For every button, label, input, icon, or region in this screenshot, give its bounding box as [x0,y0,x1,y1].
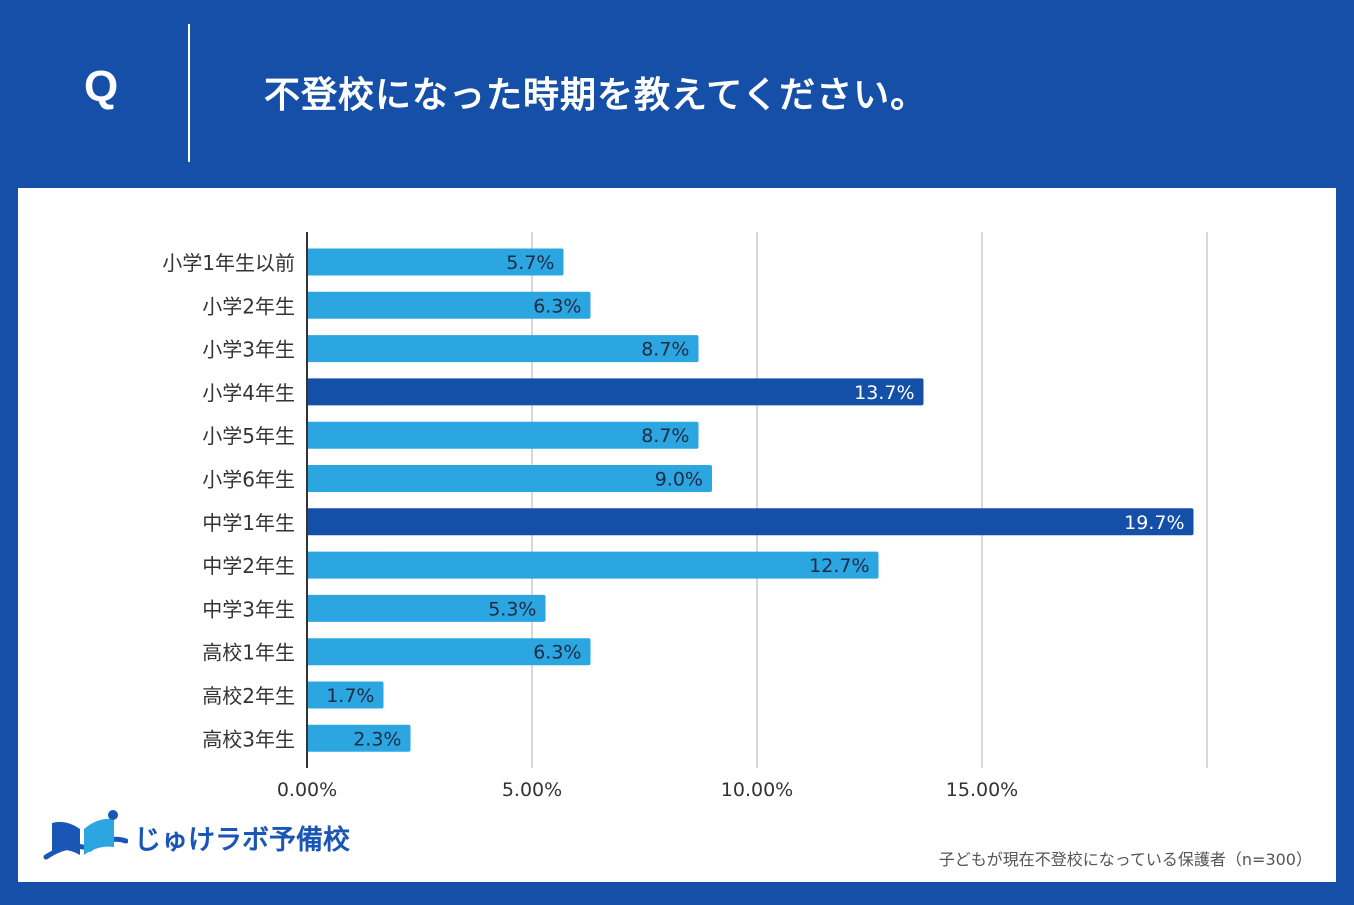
x-tick-label: 10.00% [721,779,793,801]
bar [307,724,411,752]
category-label: 小学1年生以前 [162,251,295,275]
bar-value-label: 2.3% [353,728,401,750]
category-label: 小学5年生 [202,424,295,448]
category-label: 高校1年生 [202,641,295,665]
category-label: 中学3年生 [202,597,295,621]
bar-value-label: 19.7% [1124,512,1184,534]
bar-value-label: 6.3% [533,295,581,317]
category-label: 高校3年生 [202,727,295,751]
bar-value-label: 6.3% [533,642,581,664]
question-title: 不登校になった時期を教えてください。 [264,75,928,116]
x-tick-label: 5.00% [502,779,562,801]
category-label: 小学2年生 [202,294,295,318]
question-label: Q [84,62,119,111]
bar-value-label: 1.7% [326,685,374,707]
brand-name: じゅけラボ予備校 [134,824,350,856]
bar-value-label: 9.0% [655,469,703,491]
open-book-icon [43,810,128,860]
x-tick-label: 15.00% [946,779,1018,801]
bar-value-label: 5.3% [488,598,536,620]
bar [307,421,699,449]
bar [307,291,591,319]
bar [307,681,384,709]
bar-value-label: 8.7% [641,339,689,361]
bar [307,638,591,666]
bar [307,594,546,622]
x-tick-label: 0.00% [277,779,337,801]
bar-value-label: 5.7% [506,252,554,274]
bar [307,248,564,276]
bar-chart: 5.7% 小学1年生以前 6.3% 小学2年生 8.7% 小学3年生 13.7% 小学4年生 8… [162,232,1208,801]
category-label: 中学1年生 [202,511,295,535]
bar [307,465,712,492]
bar-value-label: 8.7% [641,425,689,447]
header-divider [188,24,190,162]
category-label: 小学6年生 [202,468,295,492]
bar [307,551,879,579]
brand-logo: じゅけラボ予備校 [40,807,350,867]
bar [307,378,924,406]
bar [307,335,699,363]
category-label: 中学2年生 [202,554,295,578]
bar-value-label: 13.7% [854,382,914,404]
category-label: 小学4年生 [202,381,295,405]
bar [307,508,1194,536]
sample-footnote: 子どもが現在不登校になっている保護者（n=300） [938,850,1312,869]
bar-value-label: 12.7% [809,555,869,577]
chart-panel: 5.7% 小学1年生以前 6.3% 小学2年生 8.7% 小学3年生 13.7% 小学4年生 8… [18,188,1336,882]
category-label: 高校2年生 [202,684,295,708]
category-label: 小学3年生 [202,338,295,362]
